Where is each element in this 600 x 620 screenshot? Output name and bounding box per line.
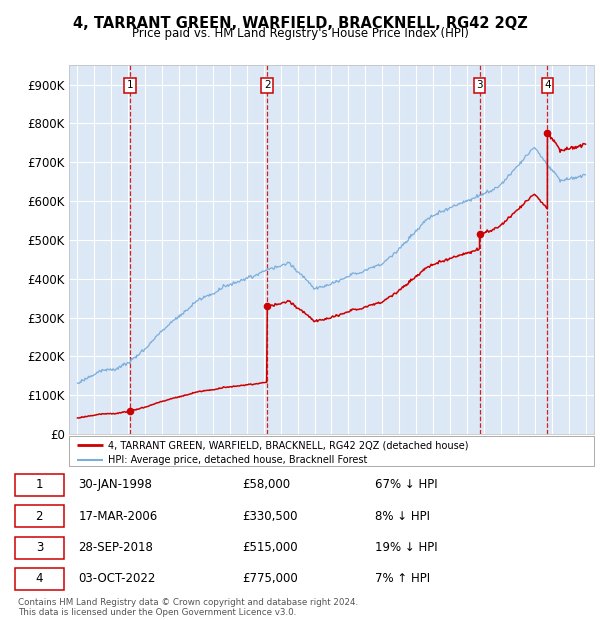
Text: 17-MAR-2006: 17-MAR-2006	[78, 510, 157, 523]
Text: 67% ↓ HPI: 67% ↓ HPI	[375, 479, 437, 492]
Text: Contains HM Land Registry data © Crown copyright and database right 2024.
This d: Contains HM Land Registry data © Crown c…	[18, 598, 358, 617]
Text: 2: 2	[35, 510, 43, 523]
Text: HPI: Average price, detached house, Bracknell Forest: HPI: Average price, detached house, Brac…	[109, 455, 368, 465]
FancyBboxPatch shape	[15, 568, 64, 590]
Text: 30-JAN-1998: 30-JAN-1998	[78, 479, 152, 492]
Text: 3: 3	[476, 81, 483, 91]
Text: 1: 1	[127, 81, 133, 91]
FancyBboxPatch shape	[15, 537, 64, 559]
Text: 19% ↓ HPI: 19% ↓ HPI	[375, 541, 437, 554]
Text: 4, TARRANT GREEN, WARFIELD, BRACKNELL, RG42 2QZ (detached house): 4, TARRANT GREEN, WARFIELD, BRACKNELL, R…	[109, 440, 469, 450]
Text: 8% ↓ HPI: 8% ↓ HPI	[375, 510, 430, 523]
Text: £58,000: £58,000	[242, 479, 290, 492]
Text: 1: 1	[35, 479, 43, 492]
Text: £330,500: £330,500	[242, 510, 298, 523]
Text: 3: 3	[35, 541, 43, 554]
Text: 4, TARRANT GREEN, WARFIELD, BRACKNELL, RG42 2QZ: 4, TARRANT GREEN, WARFIELD, BRACKNELL, R…	[73, 16, 527, 30]
Text: Price paid vs. HM Land Registry's House Price Index (HPI): Price paid vs. HM Land Registry's House …	[131, 27, 469, 40]
Text: 4: 4	[544, 81, 551, 91]
Text: 03-OCT-2022: 03-OCT-2022	[78, 572, 155, 585]
Text: 28-SEP-2018: 28-SEP-2018	[78, 541, 153, 554]
Text: £515,000: £515,000	[242, 541, 298, 554]
FancyBboxPatch shape	[15, 505, 64, 527]
FancyBboxPatch shape	[15, 474, 64, 496]
Text: 7% ↑ HPI: 7% ↑ HPI	[375, 572, 430, 585]
Text: £775,000: £775,000	[242, 572, 298, 585]
Text: 2: 2	[264, 81, 271, 91]
Text: 4: 4	[35, 572, 43, 585]
